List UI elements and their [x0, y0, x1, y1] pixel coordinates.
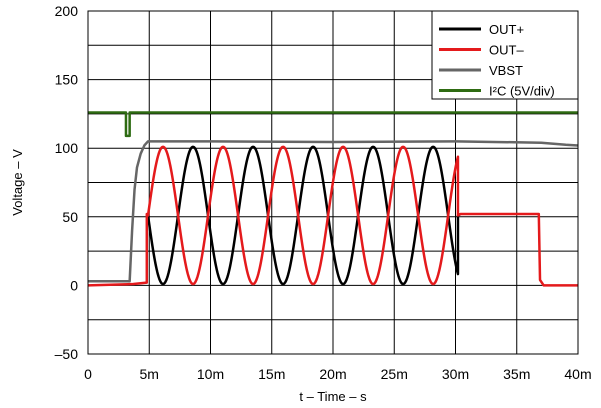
legend: OUT+ OUT– VBST I²C (5V/div) [431, 10, 579, 100]
x-axis-title: t – Time – s [299, 389, 367, 404]
series-line-out [145, 145, 462, 286]
y-axis-title: Voltage – V [10, 149, 25, 216]
y-tick-label: 100 [55, 140, 79, 156]
x-tick-label: 0 [84, 366, 92, 382]
y-tick-labels: –50 0 50 100 150 200 [55, 3, 79, 362]
y-tick-label: 200 [55, 3, 79, 19]
series-line-out [87, 145, 578, 287]
x-tick-labels: 0 5m 10m 15m 20m 25m 30m 35m 40m [84, 366, 592, 382]
series-line-i-c-5v-div [88, 111, 578, 138]
x-tick-label: 25m [381, 366, 408, 382]
x-tick-label: 40m [564, 366, 591, 382]
legend-label: I²C (5V/div) [489, 84, 555, 99]
x-tick-label: 5m [140, 366, 159, 382]
y-tick-label: 50 [62, 209, 78, 225]
x-tick-label: 15m [258, 366, 285, 382]
series-layer [87, 111, 579, 287]
x-tick-label: 20m [319, 366, 346, 382]
legend-label: OUT– [489, 43, 524, 58]
series-line-vbst [88, 140, 579, 283]
y-tick-label: –50 [55, 346, 79, 362]
legend-label: OUT+ [489, 22, 524, 37]
legend-label: VBST [489, 63, 523, 78]
x-tick-label: 35m [503, 366, 530, 382]
x-tick-label: 10m [197, 366, 224, 382]
y-tick-label: 0 [70, 277, 78, 293]
legend-box [431, 10, 579, 100]
y-tick-label: 150 [55, 72, 79, 88]
x-tick-label: 30m [442, 366, 469, 382]
plot-frame [87, 10, 579, 355]
